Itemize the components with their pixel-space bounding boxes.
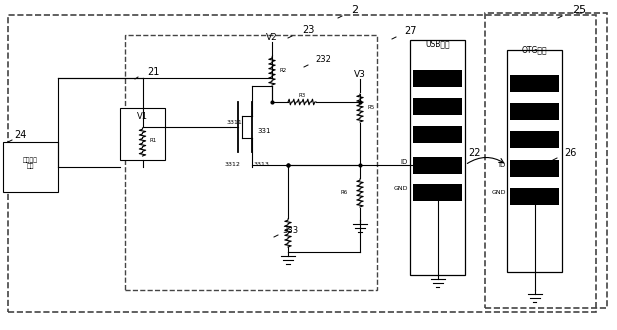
Text: V2: V2 — [266, 33, 278, 42]
Text: 3312: 3312 — [225, 162, 241, 167]
Text: 331: 331 — [257, 128, 270, 134]
Bar — [410, 40, 465, 275]
Bar — [507, 50, 562, 272]
Text: 333: 333 — [282, 226, 298, 235]
Text: 27: 27 — [404, 26, 416, 36]
Text: OTG设备: OTG设备 — [522, 45, 547, 54]
Bar — [3, 142, 58, 192]
Text: GND: GND — [394, 186, 408, 191]
Text: 26: 26 — [564, 148, 576, 158]
Text: R5: R5 — [368, 106, 375, 111]
Bar — [413, 70, 462, 87]
Bar — [120, 108, 165, 160]
Text: 25: 25 — [572, 5, 586, 15]
Text: 频波检测
电路: 频波检测 电路 — [23, 157, 38, 169]
Text: R6: R6 — [341, 190, 348, 195]
Bar — [510, 188, 559, 205]
Text: 232: 232 — [315, 55, 331, 64]
Text: USB接口: USB接口 — [425, 39, 450, 48]
Text: R2: R2 — [279, 69, 286, 74]
Bar — [413, 184, 462, 201]
Text: ID: ID — [499, 162, 506, 168]
Bar — [413, 98, 462, 115]
Text: 22: 22 — [468, 148, 481, 158]
Text: GND: GND — [492, 190, 506, 195]
Text: V1: V1 — [137, 112, 148, 121]
Text: ID: ID — [401, 159, 408, 165]
Bar — [485, 13, 607, 308]
Text: V3: V3 — [354, 70, 366, 79]
FancyArrowPatch shape — [467, 157, 503, 163]
Text: 2: 2 — [352, 5, 358, 15]
Bar — [510, 131, 559, 148]
Bar — [510, 160, 559, 177]
Bar — [413, 126, 462, 143]
Bar — [125, 35, 377, 290]
Text: 3311: 3311 — [227, 120, 242, 125]
Bar — [510, 75, 559, 92]
Text: 21: 21 — [147, 67, 159, 77]
Text: 24: 24 — [14, 130, 26, 140]
Text: R3: R3 — [299, 93, 305, 98]
Text: 23: 23 — [302, 25, 315, 35]
Bar — [510, 103, 559, 120]
Bar — [413, 157, 462, 174]
Text: R1: R1 — [150, 139, 157, 144]
Text: 3313: 3313 — [254, 162, 270, 167]
